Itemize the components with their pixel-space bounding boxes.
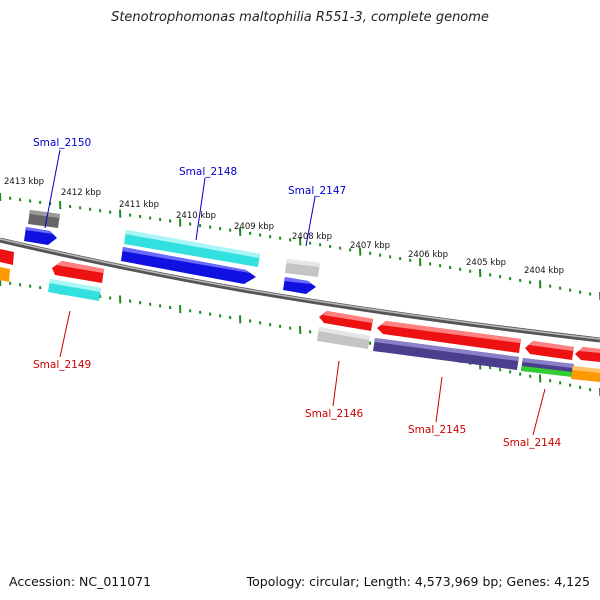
kbp-label-2413: 2413 kbp — [4, 177, 44, 187]
gene-label-smal-2150[interactable]: Smal_2150 — [33, 137, 91, 149]
gene-smal-2144-red[interactable] — [525, 341, 574, 360]
gene-right-orange-edge[interactable] — [571, 366, 600, 382]
kbp-label-2405: 2405 kbp — [466, 258, 506, 268]
kbp-label-2412: 2412 kbp — [61, 188, 101, 198]
kbp-label-2404: 2404 kbp — [524, 266, 564, 276]
gene-smal-2149-red[interactable] — [52, 261, 104, 283]
leader-line-smal-2148 — [195, 177, 206, 241]
gene-label-smal-2145[interactable]: Smal_2145 — [408, 424, 466, 436]
gene-label-smal-2148[interactable]: Smal_2148 — [179, 166, 237, 178]
gene-smal-2147-gray[interactable] — [285, 259, 320, 277]
accession-text: Accession: NC_011071 — [9, 574, 152, 589]
outer-tick-ring — [0, 192, 600, 301]
kbp-label-2410: 2410 kbp — [176, 211, 216, 221]
gene-smal-2144[interactable] — [521, 366, 573, 377]
gene-label-smal-2144[interactable]: Smal_2144 — [503, 437, 562, 449]
leader-line-smal-2150 — [44, 149, 61, 229]
gene-smal-2148-cyan[interactable] — [124, 230, 260, 267]
gene-right-red-edge[interactable] — [575, 347, 600, 362]
gene-smal-2148[interactable] — [121, 247, 256, 284]
gene-left-orange-edge[interactable] — [0, 267, 10, 282]
gene-label-smal-2149[interactable]: Smal_2149 — [33, 359, 91, 371]
gene-smal-2150[interactable] — [24, 227, 57, 245]
gene-smal-2145[interactable] — [373, 338, 519, 370]
gene-smal-2145-red[interactable] — [377, 321, 521, 353]
gene-label-smal-2146[interactable]: Smal_2146 — [305, 408, 364, 420]
leader-line-smal-2145 — [435, 376, 443, 423]
leader-line-smal-2144 — [532, 388, 546, 436]
leader-line-smal-2149 — [59, 310, 71, 358]
gene-smal-2150-gray[interactable] — [28, 210, 60, 228]
map-title: Stenotrophomonas maltophilia R551-3, com… — [111, 10, 489, 25]
gene-smal-2147[interactable] — [283, 277, 316, 294]
leader-line-smal-2146 — [332, 360, 340, 407]
topology-summary: Topology: circular; Length: 4,573,969 bp… — [246, 574, 590, 589]
genome-backbone-highlight — [0, 238, 600, 340]
kbp-label-2406: 2406 kbp — [408, 250, 448, 260]
gene-smal-2149[interactable] — [48, 279, 101, 301]
genome-backbone — [0, 237, 600, 343]
kbp-label-2408: 2408 kbp — [292, 232, 332, 242]
gene-smal-2146[interactable] — [317, 327, 370, 349]
gene-smal-2146-red[interactable] — [319, 311, 373, 331]
leader-line-smal-2147 — [305, 196, 316, 247]
gene-label-smal-2147[interactable]: Smal_2147 — [288, 185, 346, 197]
gene-left-red-edge[interactable] — [0, 249, 14, 265]
kbp-label-2407: 2407 kbp — [350, 241, 390, 251]
kbp-label-2409: 2409 kbp — [234, 222, 274, 232]
kbp-label-2411: 2411 kbp — [119, 200, 159, 210]
